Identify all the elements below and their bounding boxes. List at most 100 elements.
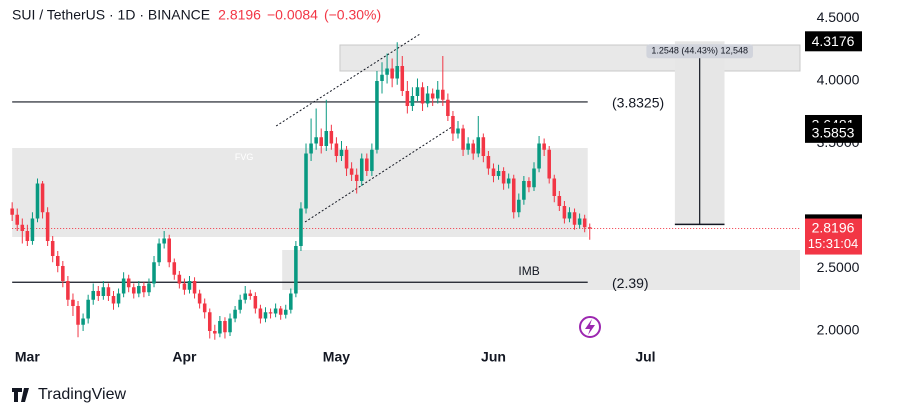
candle-body: [86, 299, 90, 319]
candle-body: [299, 208, 303, 246]
candle-body: [354, 174, 359, 181]
candle-body: [263, 312, 268, 319]
candle-body: [390, 68, 394, 79]
candle-body: [491, 168, 496, 176]
trendline: [275, 33, 421, 127]
candle-body: [385, 68, 389, 75]
candle-body: [496, 171, 501, 176]
y-tick-label: 2.5000: [817, 259, 860, 275]
y-tick-label: 4.0000: [817, 72, 860, 88]
plot: FVG IMB (3.8325) (2.39): [10, 33, 801, 340]
x-tick-label: May: [323, 349, 350, 365]
candle-body: [471, 143, 475, 154]
candle-body: [167, 238, 171, 263]
candle-body: [228, 318, 232, 333]
last-price: 2.8196: [218, 7, 261, 23]
candle-body: [511, 178, 516, 213]
candle-body: [314, 137, 318, 144]
candle-body: [537, 143, 541, 169]
candle-body: [273, 308, 278, 314]
candle-body: [324, 131, 329, 146]
measure-label-bg: [646, 44, 753, 59]
candle-body: [116, 293, 121, 304]
candle-body: [425, 93, 430, 104]
zone: [282, 250, 800, 290]
candle-body: [50, 241, 55, 256]
candle-body: [319, 137, 323, 146]
price-change-pct: (−0.30%): [324, 7, 381, 23]
candle-body: [410, 96, 415, 106]
x-tick-label: Mar: [15, 349, 40, 365]
x-tick-label: Jul: [635, 349, 655, 365]
candle-body: [182, 283, 187, 290]
candle-body: [213, 331, 217, 334]
candle-body: [572, 212, 577, 225]
candle-body: [197, 293, 202, 304]
candle-body: [547, 149, 551, 179]
candle-body: [309, 143, 313, 154]
header: SUI / TetherUS · 1D · BINANCE 2.8196 −0.…: [12, 7, 381, 23]
candle-body: [223, 321, 227, 333]
candle-body: [243, 293, 247, 300]
candle-body: [106, 287, 111, 296]
candle-body: [162, 238, 166, 244]
measure-label: 1.2548 (44.43%) 12,548: [651, 46, 748, 56]
candle-body: [202, 303, 207, 313]
candle-body: [10, 208, 14, 215]
level-label: (2.39): [612, 275, 649, 291]
candle-body: [121, 278, 126, 294]
candle-body: [420, 87, 425, 104]
candle-body: [582, 218, 587, 228]
alert-icon: [579, 316, 601, 338]
last-price-tag: [805, 218, 862, 255]
y-tick-label: 2.0000: [817, 322, 860, 338]
candle-body: [126, 278, 131, 288]
price-change: −0.0084: [267, 7, 318, 23]
candle-body: [294, 246, 298, 294]
candle-body: [557, 196, 562, 206]
candle-body: [61, 266, 65, 281]
candle-body: [522, 181, 526, 200]
candle-body: [405, 91, 410, 106]
candle-body: [289, 293, 293, 310]
candle-body: [25, 231, 30, 241]
candle-body: [96, 291, 101, 296]
candle-body: [577, 218, 582, 225]
candle-body: [218, 321, 222, 334]
candle-body: [466, 143, 470, 150]
candle-body: [268, 312, 273, 314]
candle-body: [142, 286, 146, 293]
chart-title: SUI / TetherUS · 1D · BINANCE: [12, 7, 210, 23]
candle-body: [344, 149, 349, 169]
candle-body: [76, 306, 80, 325]
candle-body: [207, 312, 212, 331]
candle-body: [400, 66, 405, 91]
y-tick-label: 4.5000: [817, 9, 860, 25]
candle-body: [339, 149, 344, 156]
candle-body: [172, 262, 177, 275]
candle-body: [481, 137, 486, 156]
logo: TradingView: [12, 386, 126, 403]
candle-body: [567, 212, 572, 219]
price-tag-label: 4.3176: [812, 33, 855, 49]
candle-body: [451, 116, 455, 134]
candle-body: [35, 183, 40, 219]
level-label: (3.8325): [612, 95, 664, 111]
candle-body: [415, 87, 420, 96]
candle-body: [71, 299, 75, 306]
candle-body: [441, 89, 445, 100]
candle-body: [253, 296, 258, 309]
price-tag-label: 3.5853: [812, 125, 855, 141]
candle-body: [258, 308, 263, 319]
candle-body: [395, 66, 399, 79]
candle-body: [238, 299, 242, 310]
candle-body: [532, 168, 536, 188]
candle-body: [542, 143, 546, 150]
candle-body: [430, 93, 435, 99]
candle-body: [435, 89, 440, 99]
brand: TradingView: [38, 386, 126, 403]
candle-body: [506, 178, 511, 184]
candle-body: [30, 218, 35, 241]
candle-body: [349, 168, 354, 175]
